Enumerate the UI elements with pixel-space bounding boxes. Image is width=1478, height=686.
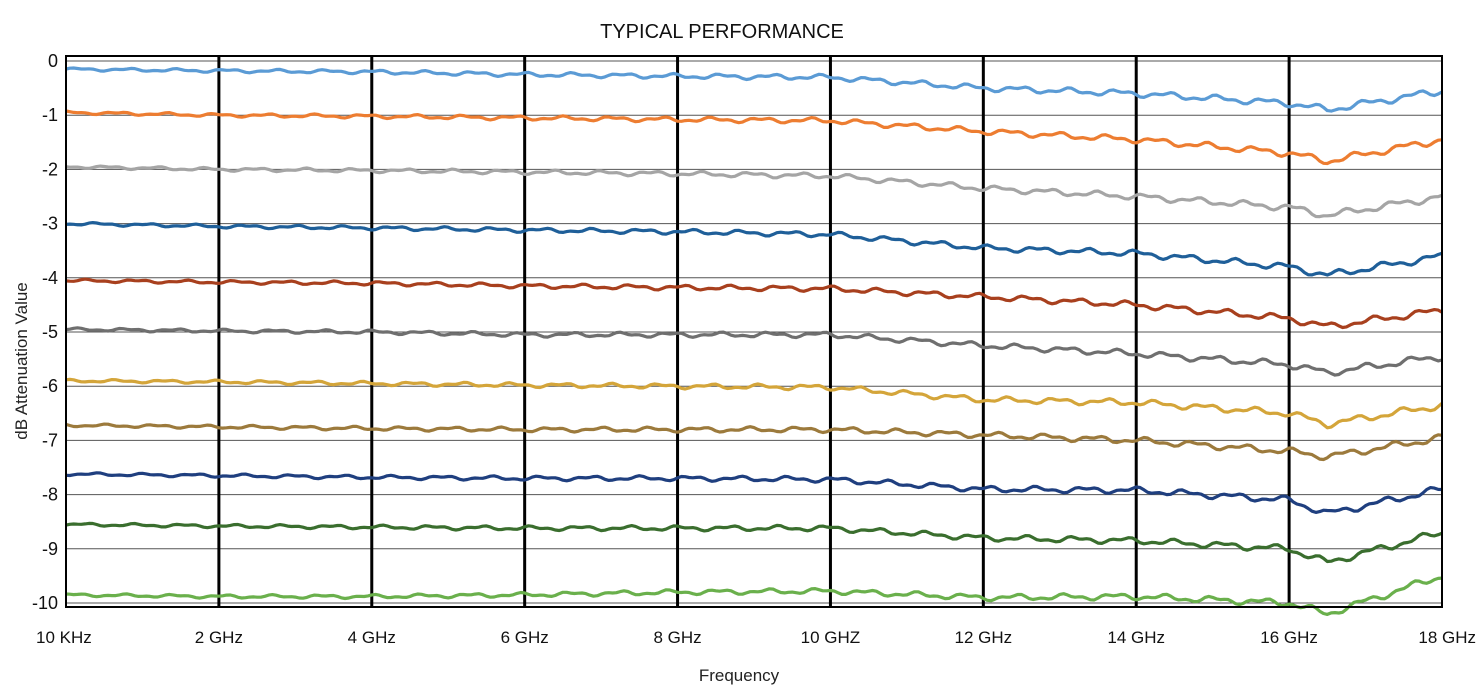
series-line-1: [65, 66, 1443, 113]
y-tick-label: -8: [42, 485, 58, 505]
x-tick-label: 10 GHZ: [801, 628, 861, 647]
y-tick-label: -4: [42, 268, 58, 288]
y-tick-label: -7: [42, 430, 58, 450]
series-line-6: [65, 326, 1443, 377]
series-line-2: [65, 109, 1443, 166]
y-tick-label: -5: [42, 322, 58, 342]
y-axis-label: dB Attenuation Value: [12, 282, 31, 440]
x-tick-label: 14 GHz: [1107, 628, 1165, 647]
y-tick-label: -6: [42, 376, 58, 396]
y-tick-label: -2: [42, 159, 58, 179]
y-tick-label: -1: [42, 105, 58, 125]
y-tick-label: 0: [48, 51, 58, 71]
x-tick-label: 12 GHz: [955, 628, 1013, 647]
series-line-7: [65, 377, 1444, 430]
x-tick-label: 10 KHz: [36, 628, 92, 647]
plot-frame: [65, 55, 1443, 608]
x-tick-labels: 10 KHz 2 GHz 4 GHz 6 GHz 8 GHz 10 GHZ 12 GHz 14…: [36, 628, 1476, 647]
series-line-10: [65, 521, 1443, 564]
x-tick-label: 4 GHz: [348, 628, 396, 647]
y-tick-label: -9: [42, 539, 58, 559]
chart-title: TYPICAL PERFORMANCE: [600, 21, 844, 43]
series-line-11: [65, 576, 1443, 616]
series-line-8: [65, 422, 1443, 462]
x-tick-label: 8 GHz: [653, 628, 701, 647]
x-tick-label: 18 GHz: [1418, 628, 1476, 647]
x-axis-label: Frequency: [699, 666, 780, 685]
x-tick-label: 16 GHz: [1260, 628, 1318, 647]
y-tick-label: -3: [42, 214, 58, 234]
series-line-4: [65, 221, 1443, 277]
x-tick-label: 6 GHz: [501, 628, 549, 647]
y-tick-labels: 0 -1 -2 -3 -4 -5 -6 -7 -8 -9 -10: [32, 51, 58, 613]
series-line-5: [65, 277, 1443, 330]
series-group: [65, 66, 1444, 616]
x-tick-label: 2 GHz: [195, 628, 243, 647]
series-line-9: [65, 471, 1443, 514]
y-tick-label: -10: [32, 593, 58, 613]
series-line-3: [65, 164, 1443, 219]
